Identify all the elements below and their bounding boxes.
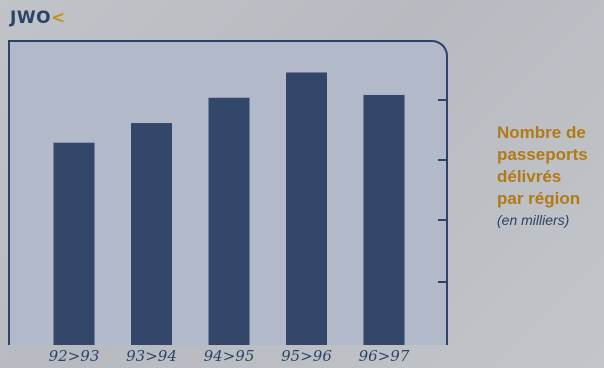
x-tick-label-94>95: 94>95 — [204, 347, 255, 365]
bar-96>97 — [363, 94, 405, 345]
caption-unit: (en milliers) — [497, 212, 570, 228]
caption-line-1: Nombre de — [497, 123, 586, 142]
chart-header: JWO< — [10, 8, 66, 28]
x-tick-label-93>94: 93>94 — [126, 347, 177, 365]
x-tick-label-95>96: 95>96 — [281, 347, 332, 365]
bar-95>96 — [286, 72, 327, 345]
bar-93>94 — [131, 123, 172, 345]
x-tick-label-96>97: 96>97 — [359, 347, 410, 365]
header-mark: < — [51, 8, 66, 28]
x-tick-label-92>93: 92>93 — [49, 347, 100, 365]
caption-line-2: passeports — [497, 145, 588, 164]
chart-caption: Nombre de passeports délivrés par région… — [497, 122, 601, 230]
caption-line-3: délivrés — [497, 167, 562, 186]
bar-92>93 — [53, 142, 95, 345]
caption-line-4: par région — [497, 189, 581, 208]
bar-94>95 — [208, 97, 250, 345]
header-code: JWO — [10, 8, 52, 28]
